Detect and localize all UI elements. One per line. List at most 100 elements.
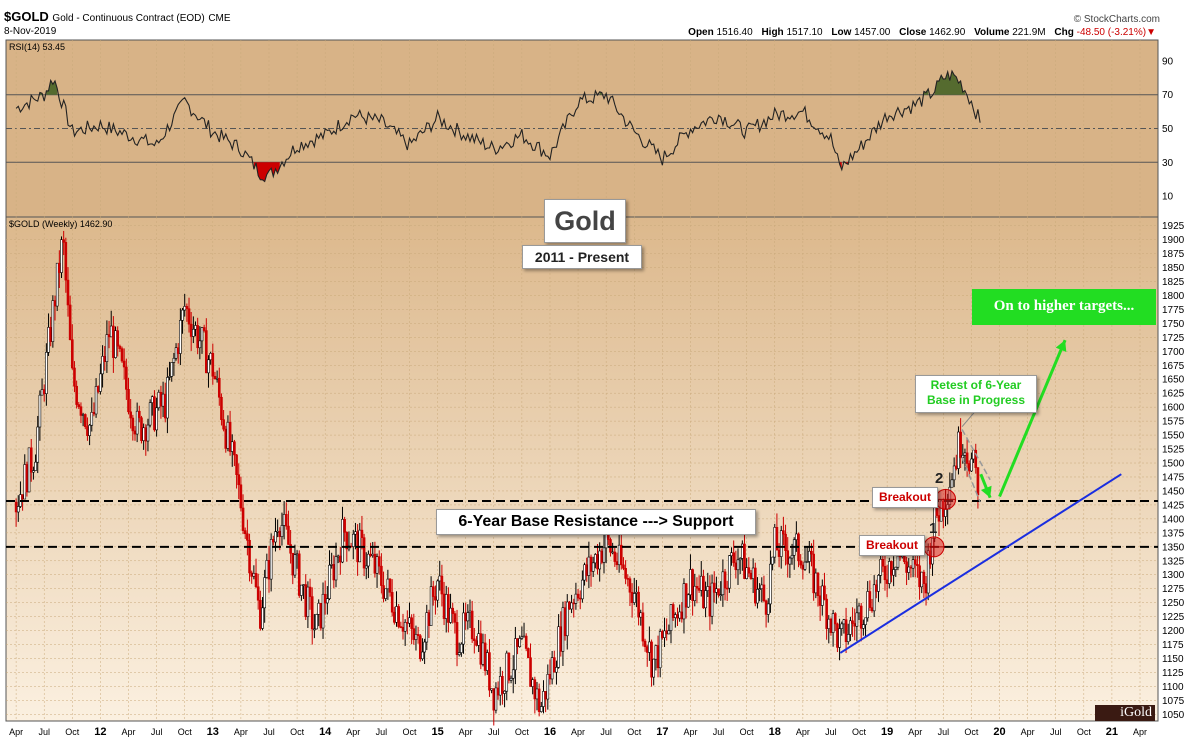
candle-body [753, 567, 757, 604]
marker-1: 1 [929, 520, 938, 537]
candle-body [66, 279, 70, 306]
price-tick-label: 1750 [1162, 319, 1185, 330]
candle-body [896, 555, 900, 568]
down-candle [308, 578, 312, 610]
candle-body [862, 624, 865, 629]
candle-body [377, 556, 381, 567]
up-candle [36, 415, 40, 474]
time-tick-label: Jul [1050, 727, 1062, 737]
candle-body [310, 596, 314, 630]
candle-body [546, 674, 550, 700]
up-candle [261, 597, 264, 631]
down-candle [205, 318, 208, 374]
candle-body [769, 563, 772, 605]
time-tick-label: Apr [571, 727, 585, 737]
green-arrow-head [1055, 340, 1067, 353]
candle-body [583, 564, 586, 581]
price-tick-label: 1425 [1162, 500, 1185, 511]
candle-body [55, 262, 59, 307]
up-candle [803, 547, 807, 571]
candle-body [535, 688, 539, 700]
down-candle [213, 371, 217, 380]
trend-line [839, 473, 1122, 654]
low-label: Low [831, 27, 852, 38]
candle-body [570, 602, 573, 610]
candle-body [926, 550, 930, 594]
up-candle [181, 307, 184, 334]
down-candle [77, 401, 81, 410]
up-candle [788, 556, 792, 578]
candle-body [434, 596, 437, 601]
up-candle [200, 326, 204, 354]
down-candle [138, 405, 141, 423]
candle-body [96, 386, 100, 392]
candle-body [302, 584, 305, 586]
up-candle [170, 362, 174, 382]
candle-body [511, 669, 515, 679]
up-candle [166, 367, 169, 434]
candle-body [330, 564, 333, 566]
up-candle [462, 602, 465, 654]
candle-body [648, 641, 651, 653]
candle-body [460, 643, 463, 653]
up-candle [34, 454, 37, 472]
candle-body [239, 484, 243, 509]
candle-body [265, 560, 269, 578]
candle-body [494, 687, 498, 711]
candle-body [576, 593, 580, 599]
time-tick-label: Oct [964, 727, 979, 737]
up-candle [591, 556, 595, 578]
candle-body [630, 591, 634, 603]
time-tick-label: Oct [290, 727, 305, 737]
candle-body [250, 572, 254, 577]
candle-body [306, 586, 310, 618]
up-candle [351, 529, 355, 560]
down-candle [196, 317, 199, 355]
candle-body [922, 571, 926, 584]
candle-body [297, 553, 301, 596]
down-candle [64, 237, 68, 293]
candle-body [907, 566, 911, 573]
candle-body [637, 591, 640, 618]
price-tick-label: 1800 [1162, 291, 1185, 302]
candle-body [965, 452, 969, 464]
candle-body [918, 565, 921, 588]
up-candle [263, 569, 266, 623]
candle-body [522, 635, 526, 638]
candle-body [453, 613, 457, 623]
up-candle [45, 343, 48, 406]
time-tick-label: Oct [402, 727, 417, 737]
price-tick-label: 1875 [1162, 249, 1185, 260]
candle-body [185, 306, 189, 310]
time-tick-label: Apr [121, 727, 135, 737]
candle-body [559, 626, 563, 652]
up-candle [693, 573, 697, 607]
candle-body [883, 565, 887, 581]
candle-body [799, 560, 802, 566]
candle-body [492, 688, 496, 711]
candle-body [849, 620, 852, 635]
candle-body [574, 593, 578, 604]
up-candle [769, 550, 772, 613]
candle-body [464, 612, 467, 622]
candle-body [466, 612, 470, 622]
candle-body [944, 508, 947, 517]
up-candle [101, 345, 104, 388]
down-candle [362, 533, 366, 577]
up-candle [306, 581, 310, 629]
candle-body [133, 430, 137, 435]
candle-body [345, 531, 349, 550]
candle-body [410, 617, 413, 629]
down-candle [537, 683, 541, 717]
candle-body [626, 578, 630, 580]
price-tick-label: 1825 [1162, 277, 1185, 288]
candle-body [34, 461, 37, 471]
candle-body [334, 556, 338, 581]
down-candle [248, 533, 251, 582]
candle-body [808, 550, 811, 562]
up-candle [738, 557, 742, 575]
candle-body [844, 619, 848, 642]
candle-body [313, 628, 316, 631]
candle-body [109, 325, 113, 338]
open-value: 1516.40 [716, 27, 753, 38]
